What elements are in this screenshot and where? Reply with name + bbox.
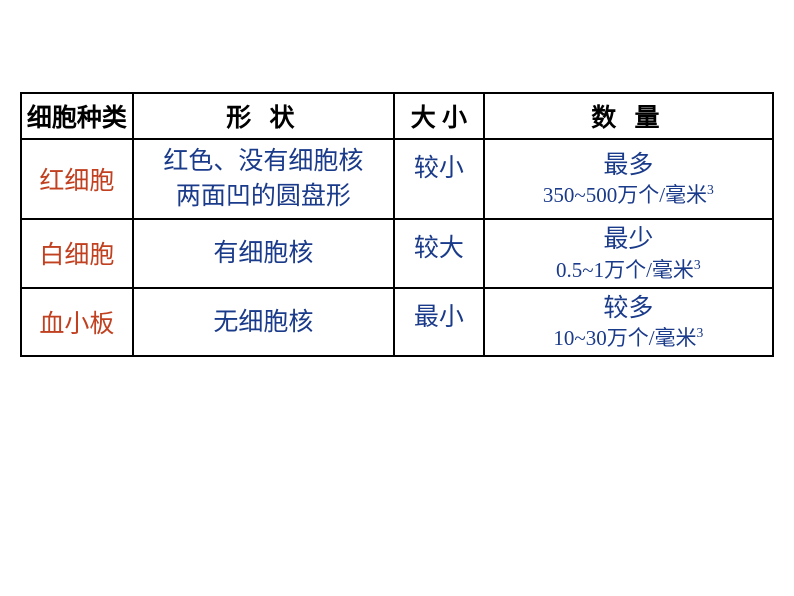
qty-sup: 3 — [697, 325, 704, 340]
shape-line1: 红色、没有细胞核 — [163, 148, 363, 175]
cell-type-name: 白细胞 — [21, 219, 133, 288]
shape-line2: 两面凹的圆盘形 — [176, 183, 351, 210]
shape-line1: 有细胞核 — [213, 240, 313, 267]
cell-quantity: 最少 0.5~1万个/毫米3 — [484, 219, 773, 288]
cell-quantity: 最多 350~500万个/毫米3 — [484, 139, 773, 219]
table-row: 血小板 无细胞核 最小 较多 10~30万个/毫米3 — [21, 288, 773, 357]
cell-type-name: 红细胞 — [21, 139, 133, 219]
qty-sub: 0.5~1万个/毫米3 — [487, 257, 770, 283]
cell-type-table-container: 细胞种类 形 状 大 小 数 量 红细胞 红色、没有细胞核 两面凹的圆盘形 较小… — [20, 92, 774, 357]
cell-quantity: 较多 10~30万个/毫米3 — [484, 288, 773, 357]
table-row: 红细胞 红色、没有细胞核 两面凹的圆盘形 较小 最多 350~500万个/毫米3 — [21, 139, 773, 219]
qty-sub-prefix: 0.5~1万个/毫米 — [556, 258, 694, 282]
cell-shape: 有细胞核 — [133, 219, 394, 288]
qty-main: 最少 — [487, 224, 770, 257]
header-size: 大 小 — [394, 93, 484, 139]
qty-sub-prefix: 10~30万个/毫米 — [553, 326, 696, 350]
qty-sup: 3 — [707, 182, 714, 197]
cell-type-table: 细胞种类 形 状 大 小 数 量 红细胞 红色、没有细胞核 两面凹的圆盘形 较小… — [20, 92, 774, 357]
shape-line1: 无细胞核 — [213, 309, 313, 336]
cell-shape: 红色、没有细胞核 两面凹的圆盘形 — [133, 139, 394, 219]
cell-size: 较大 — [394, 219, 484, 288]
qty-main: 最多 — [487, 150, 770, 183]
qty-sub-prefix: 350~500万个/毫米 — [543, 183, 707, 207]
table-row: 白细胞 有细胞核 较大 最少 0.5~1万个/毫米3 — [21, 219, 773, 288]
table-header-row: 细胞种类 形 状 大 小 数 量 — [21, 93, 773, 139]
header-quantity: 数 量 — [484, 93, 773, 139]
cell-size: 最小 — [394, 288, 484, 357]
cell-type-name: 血小板 — [21, 288, 133, 357]
qty-sub: 10~30万个/毫米3 — [487, 325, 770, 351]
cell-shape: 无细胞核 — [133, 288, 394, 357]
header-shape: 形 状 — [133, 93, 394, 139]
header-cell-type: 细胞种类 — [21, 93, 133, 139]
qty-sup: 3 — [694, 257, 701, 272]
qty-sub: 350~500万个/毫米3 — [487, 182, 770, 208]
qty-main: 较多 — [487, 293, 770, 326]
cell-size: 较小 — [394, 139, 484, 219]
